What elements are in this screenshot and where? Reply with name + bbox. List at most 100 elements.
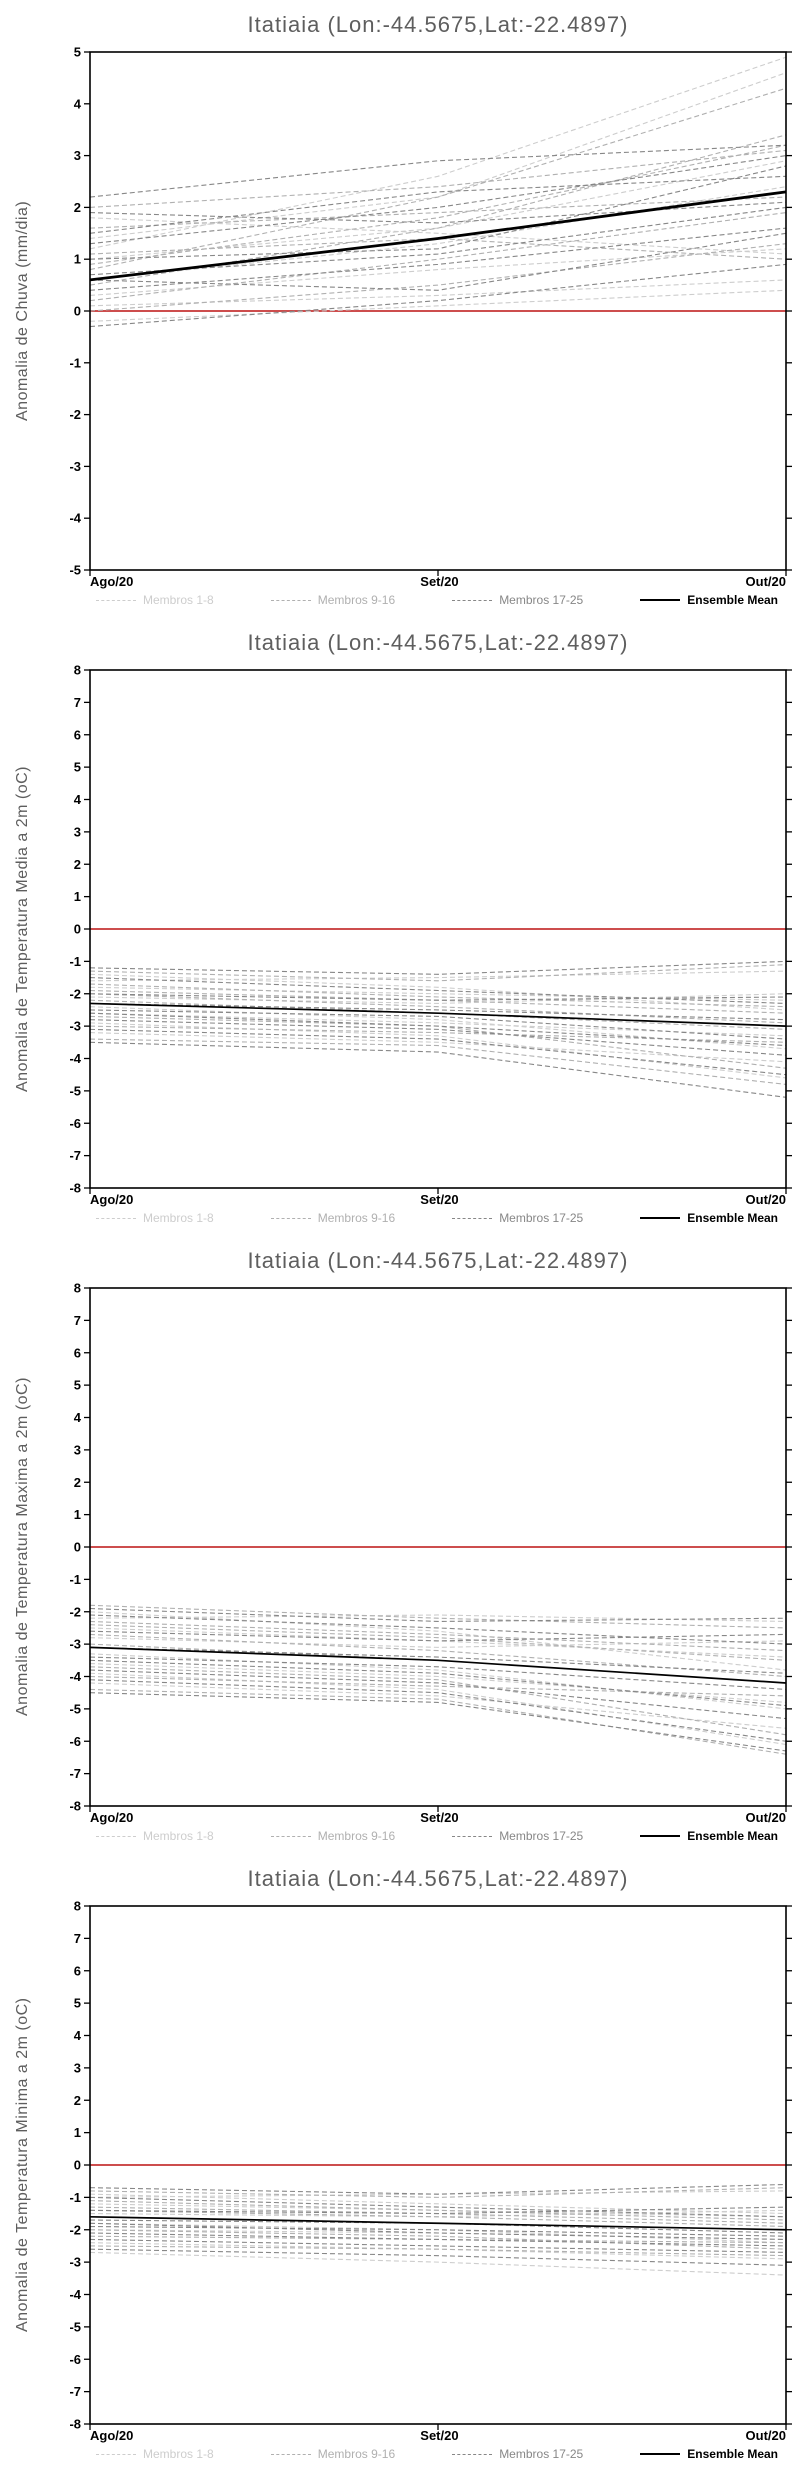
legend-item: Membros 1-8 (96, 1211, 214, 1225)
legend-item: Membros 9-16 (270, 2447, 396, 2461)
svg-text:2: 2 (74, 1475, 81, 1490)
y-axis-label: Anomalia de Temperatura Media a 2m (oC) (14, 766, 31, 1093)
svg-text:3: 3 (74, 148, 81, 163)
legend-item: Membros 9-16 (270, 1829, 396, 1843)
legend-line-sample (640, 599, 681, 601)
svg-text:5: 5 (74, 45, 81, 60)
legend-label: Membros 9-16 (317, 1211, 396, 1225)
plot-canvas: -5 -4 -3 -2 -1 0 1 2 3 4 5 (69, 45, 792, 578)
svg-text:6: 6 (74, 727, 81, 742)
legend-label: Membros 9-16 (317, 2447, 396, 2461)
svg-text:5: 5 (74, 760, 81, 775)
legend: Membros 1-8 Membros 9-16 Membros 17-25 E… (96, 2447, 778, 2461)
legend-label: Membros 1-8 (143, 593, 214, 607)
svg-text:-4: -4 (69, 1051, 81, 1066)
x-tick-label: Out/20 (745, 1192, 786, 1207)
x-tick-label: Out/20 (745, 2428, 786, 2443)
svg-text:0: 0 (74, 304, 81, 319)
svg-text:-8: -8 (69, 1799, 81, 1814)
svg-text:-7: -7 (69, 2384, 81, 2399)
legend-label: Membros 9-16 (317, 1829, 396, 1843)
legend-label: Membros 17-25 (499, 2447, 584, 2461)
svg-text:8: 8 (74, 663, 81, 678)
legend-label: Ensemble Mean (687, 1829, 778, 1843)
chart-title: Itatiaia (Lon:-44.5675,Lat:-22.4897) (247, 1866, 629, 1891)
legend-line-sample (96, 1835, 136, 1837)
legend-line-sample (452, 1217, 493, 1219)
ensemble-mean-line (89, 190, 787, 282)
legend-item-ensemble-mean: Ensemble Mean (640, 2447, 778, 2461)
legend-item-ensemble-mean: Ensemble Mean (640, 1829, 778, 1843)
svg-text:8: 8 (74, 1899, 81, 1914)
svg-text:-7: -7 (69, 1766, 81, 1781)
x-axis-labels: Ago/20 Set/20 Out/20 (90, 1810, 786, 1825)
svg-text:4: 4 (74, 96, 82, 111)
svg-text:7: 7 (74, 695, 81, 710)
chart-panel-temp-media: -8 -7 -6 -5 -4 -3 -2 -1 0 1 2 3 4 5 6 7 8 Itatiaia (Lon:… (0, 618, 800, 1236)
svg-text:-2: -2 (69, 1604, 81, 1619)
svg-text:0: 0 (74, 1540, 81, 1555)
x-tick-label: Set/20 (420, 1810, 459, 1825)
legend-line-sample (96, 599, 136, 601)
legend: Membros 1-8 Membros 9-16 Membros 17-25 E… (96, 1211, 778, 1225)
chart-title: Itatiaia (Lon:-44.5675,Lat:-22.4897) (247, 12, 629, 37)
x-tick-label: Ago/20 (90, 574, 134, 589)
legend-line-sample (270, 1217, 311, 1219)
plot-canvas: -8 -7 -6 -5 -4 -3 -2 -1 0 1 2 3 4 5 6 7 8 (69, 1281, 792, 1814)
svg-text:-7: -7 (69, 1148, 81, 1163)
legend-item: Membros 17-25 (452, 593, 583, 607)
svg-text:-6: -6 (69, 1734, 81, 1749)
y-axis-label: Anomalia de Chuva (mm/dia) (14, 200, 31, 422)
svg-text:3: 3 (74, 2060, 81, 2075)
legend-line-sample (270, 599, 311, 601)
legend-label: Membros 17-25 (499, 593, 584, 607)
legend-item: Membros 17-25 (452, 2447, 583, 2461)
svg-text:6: 6 (74, 1345, 81, 1360)
svg-text:-1: -1 (69, 1572, 81, 1587)
svg-text:-4: -4 (69, 511, 81, 526)
legend-line-sample (640, 2453, 681, 2455)
legend-item: Membros 9-16 (270, 593, 396, 607)
svg-text:-6: -6 (69, 2352, 81, 2367)
svg-text:2: 2 (74, 2093, 81, 2108)
svg-text:7: 7 (74, 1931, 81, 1946)
svg-text:5: 5 (74, 1378, 81, 1393)
svg-text:-3: -3 (69, 2255, 81, 2270)
svg-text:1: 1 (74, 252, 81, 267)
chart-panel-temp-minima: -8 -7 -6 -5 -4 -3 -2 -1 0 1 2 3 4 5 6 7 8 Itatiaia (Lon:… (0, 1854, 800, 2472)
y-axis-label: Anomalia de Temperatura Minima a 2m (oC) (14, 1997, 31, 2333)
x-tick-label: Ago/20 (90, 2428, 134, 2443)
x-tick-label: Set/20 (420, 574, 459, 589)
legend-item: Membros 17-25 (452, 1211, 583, 1225)
legend-item: Membros 1-8 (96, 593, 214, 607)
legend-item: Membros 17-25 (452, 1829, 583, 1843)
svg-text:3: 3 (74, 1442, 81, 1457)
svg-text:3: 3 (74, 824, 81, 839)
legend-item-ensemble-mean: Ensemble Mean (640, 1211, 778, 1225)
legend-line-sample (452, 1835, 493, 1837)
legend-label: Membros 9-16 (317, 593, 396, 607)
legend-label: Membros 1-8 (143, 2447, 214, 2461)
x-tick-label: Out/20 (745, 1810, 786, 1825)
svg-text:2: 2 (74, 857, 81, 872)
svg-text:-5: -5 (69, 1083, 81, 1098)
legend-label: Ensemble Mean (687, 1211, 778, 1225)
chart-title: Itatiaia (Lon:-44.5675,Lat:-22.4897) (247, 1248, 629, 1273)
svg-text:4: 4 (74, 1410, 82, 1425)
svg-text:-5: -5 (69, 1701, 81, 1716)
chart-panel-temp-maxima: -8 -7 -6 -5 -4 -3 -2 -1 0 1 2 3 4 5 6 7 8 Itatiaia (Lon:… (0, 1236, 800, 1854)
y-axis-label: Anomalia de Temperatura Maxima a 2m (oC) (14, 1377, 31, 1717)
svg-text:4: 4 (74, 792, 82, 807)
svg-text:-3: -3 (69, 1019, 81, 1034)
legend-line-sample (96, 2453, 136, 2455)
plot-canvas: -8 -7 -6 -5 -4 -3 -2 -1 0 1 2 3 4 5 6 7 8 (69, 1899, 792, 2432)
legend-line-sample (270, 1835, 311, 1837)
svg-text:1: 1 (74, 2125, 81, 2140)
svg-text:-3: -3 (69, 459, 81, 474)
svg-text:1: 1 (74, 889, 81, 904)
svg-text:-4: -4 (69, 2287, 81, 2302)
svg-text:6: 6 (74, 1963, 81, 1978)
x-tick-label: Set/20 (420, 1192, 459, 1207)
svg-text:1: 1 (74, 1507, 81, 1522)
ensemble-mean-line (89, 1002, 787, 1027)
